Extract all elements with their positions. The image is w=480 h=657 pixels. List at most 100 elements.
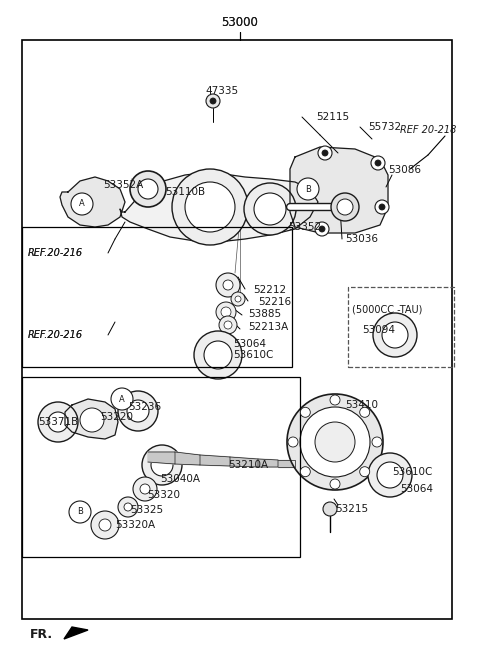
Text: 55732: 55732: [368, 122, 401, 132]
Text: 47335: 47335: [205, 86, 239, 96]
Circle shape: [133, 477, 157, 501]
Text: 53094: 53094: [362, 325, 395, 335]
Circle shape: [297, 178, 319, 200]
Polygon shape: [230, 457, 258, 467]
Circle shape: [138, 179, 158, 199]
Text: 53885: 53885: [248, 309, 281, 319]
Text: REF.20-216: REF.20-216: [28, 248, 83, 258]
Text: 53000: 53000: [222, 16, 258, 30]
Text: REF.20-216: REF.20-216: [28, 248, 83, 258]
Text: 53320A: 53320A: [115, 520, 155, 530]
Text: 53610C: 53610C: [392, 467, 432, 477]
Text: A: A: [119, 394, 125, 403]
Text: 53325: 53325: [130, 505, 163, 515]
Polygon shape: [200, 455, 230, 466]
Circle shape: [127, 400, 149, 422]
Circle shape: [118, 391, 158, 431]
Circle shape: [337, 199, 353, 215]
Polygon shape: [290, 147, 388, 233]
Circle shape: [372, 437, 382, 447]
Circle shape: [216, 273, 240, 297]
Circle shape: [219, 316, 237, 334]
Text: 53040A: 53040A: [160, 474, 200, 484]
Circle shape: [71, 193, 93, 215]
Circle shape: [124, 503, 132, 511]
Polygon shape: [65, 399, 118, 439]
Text: 53220: 53220: [100, 412, 133, 422]
Circle shape: [142, 445, 182, 485]
Circle shape: [80, 408, 104, 432]
Bar: [22, 377, 300, 557]
Text: B: B: [77, 507, 83, 516]
Circle shape: [382, 322, 408, 348]
Circle shape: [373, 313, 417, 357]
Text: 53064: 53064: [400, 484, 433, 494]
Circle shape: [221, 307, 231, 317]
Bar: [22, 40, 452, 619]
Circle shape: [118, 497, 138, 517]
Circle shape: [300, 407, 370, 477]
Circle shape: [330, 479, 340, 489]
Bar: [348, 287, 454, 367]
Circle shape: [91, 511, 119, 539]
Text: 53064: 53064: [233, 339, 266, 349]
Text: 53036: 53036: [345, 234, 378, 244]
Text: B: B: [305, 185, 311, 194]
Text: 52115: 52115: [316, 112, 349, 122]
Circle shape: [69, 501, 91, 523]
Circle shape: [210, 98, 216, 104]
Circle shape: [287, 394, 383, 490]
Circle shape: [244, 183, 296, 235]
Circle shape: [375, 200, 389, 214]
Circle shape: [379, 204, 385, 210]
Text: REF.20-216: REF.20-216: [28, 330, 83, 340]
Circle shape: [319, 226, 325, 232]
Circle shape: [322, 150, 328, 156]
Text: 53215: 53215: [335, 504, 368, 514]
Circle shape: [38, 402, 78, 442]
Polygon shape: [258, 459, 278, 467]
Circle shape: [323, 502, 337, 516]
Circle shape: [360, 466, 370, 477]
Text: 53352: 53352: [288, 222, 321, 232]
Text: 53210A: 53210A: [228, 460, 268, 470]
Circle shape: [111, 388, 133, 410]
Circle shape: [231, 292, 245, 306]
Circle shape: [140, 484, 150, 494]
Polygon shape: [148, 452, 175, 464]
Polygon shape: [64, 627, 88, 639]
Text: 53110B: 53110B: [165, 187, 205, 197]
Circle shape: [331, 193, 359, 221]
Circle shape: [375, 160, 381, 166]
Circle shape: [99, 519, 111, 531]
Text: 52212: 52212: [253, 285, 286, 295]
Circle shape: [360, 407, 370, 417]
Circle shape: [377, 462, 403, 488]
Circle shape: [254, 193, 286, 225]
Text: 52216: 52216: [258, 297, 291, 307]
Circle shape: [315, 422, 355, 462]
Circle shape: [371, 156, 385, 170]
Text: 53236: 53236: [128, 402, 161, 412]
Circle shape: [48, 412, 68, 432]
Circle shape: [185, 182, 235, 232]
Circle shape: [288, 437, 298, 447]
Text: REF 20-218: REF 20-218: [400, 125, 456, 135]
Circle shape: [315, 222, 329, 236]
Circle shape: [235, 296, 241, 302]
Text: (5000CC -TAU): (5000CC -TAU): [352, 304, 422, 314]
Text: A: A: [79, 200, 85, 208]
Text: 53086: 53086: [388, 165, 421, 175]
Text: 53320: 53320: [147, 490, 180, 500]
Text: 53000: 53000: [222, 16, 258, 30]
Circle shape: [224, 321, 232, 329]
Text: 53610C: 53610C: [233, 350, 274, 360]
Polygon shape: [278, 460, 295, 467]
Circle shape: [300, 466, 310, 477]
Circle shape: [172, 169, 248, 245]
Circle shape: [204, 341, 232, 369]
Text: REF.20-216: REF.20-216: [28, 330, 83, 340]
Circle shape: [206, 94, 220, 108]
Circle shape: [223, 280, 233, 290]
Circle shape: [130, 171, 166, 207]
